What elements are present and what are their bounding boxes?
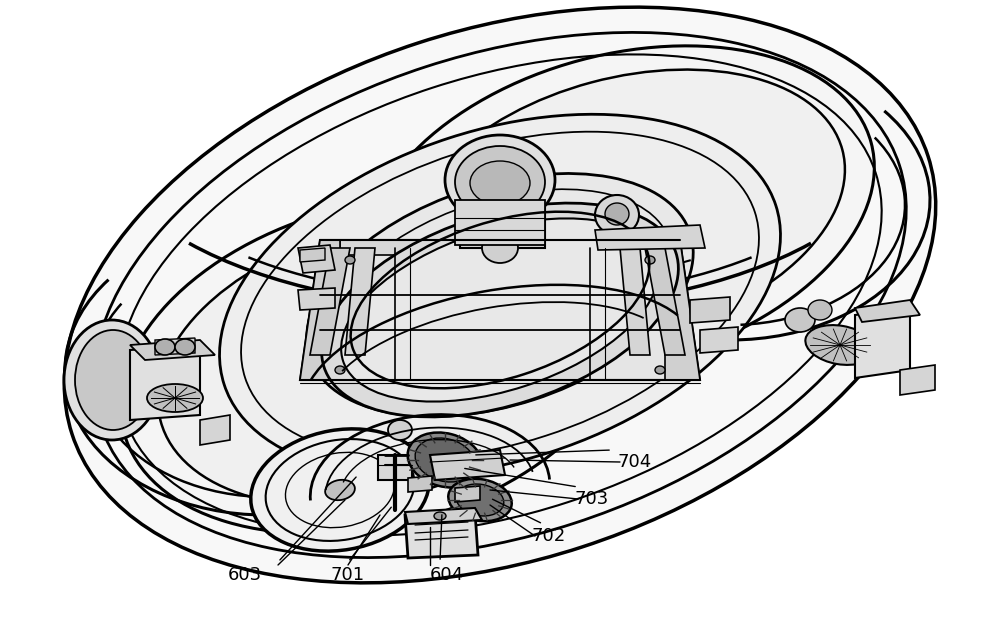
Ellipse shape <box>434 512 446 520</box>
Ellipse shape <box>456 484 504 516</box>
Ellipse shape <box>322 203 678 417</box>
Polygon shape <box>620 248 650 355</box>
Ellipse shape <box>120 197 630 533</box>
Ellipse shape <box>405 70 845 346</box>
Ellipse shape <box>455 146 545 218</box>
Polygon shape <box>298 288 335 310</box>
Polygon shape <box>855 300 920 322</box>
Polygon shape <box>455 486 480 502</box>
Text: 701: 701 <box>331 566 365 584</box>
Polygon shape <box>298 245 335 273</box>
Polygon shape <box>200 415 230 445</box>
Polygon shape <box>855 308 910 378</box>
Ellipse shape <box>220 114 780 476</box>
Polygon shape <box>300 248 325 262</box>
Text: 702: 702 <box>532 527 566 545</box>
Polygon shape <box>408 476 432 492</box>
Ellipse shape <box>448 478 512 521</box>
Polygon shape <box>595 225 705 250</box>
Polygon shape <box>155 338 195 355</box>
Polygon shape <box>378 455 412 480</box>
Ellipse shape <box>158 220 598 506</box>
Polygon shape <box>690 297 730 323</box>
Ellipse shape <box>307 174 693 417</box>
Polygon shape <box>900 365 935 395</box>
Ellipse shape <box>64 320 160 440</box>
Text: 704: 704 <box>618 453 652 471</box>
Ellipse shape <box>605 203 629 225</box>
Polygon shape <box>345 248 375 355</box>
Ellipse shape <box>445 135 555 225</box>
Ellipse shape <box>408 433 482 487</box>
Ellipse shape <box>595 195 639 235</box>
Ellipse shape <box>325 480 355 500</box>
Ellipse shape <box>147 384 203 412</box>
Ellipse shape <box>175 339 195 355</box>
Polygon shape <box>455 200 545 245</box>
Polygon shape <box>645 248 685 355</box>
Polygon shape <box>460 195 545 248</box>
Ellipse shape <box>655 366 665 374</box>
Text: 603: 603 <box>228 566 262 584</box>
Ellipse shape <box>415 438 475 482</box>
Ellipse shape <box>482 233 518 263</box>
Polygon shape <box>700 327 738 353</box>
Ellipse shape <box>366 46 874 374</box>
Ellipse shape <box>75 330 151 430</box>
Text: 703: 703 <box>575 490 609 508</box>
Ellipse shape <box>470 161 530 205</box>
Polygon shape <box>430 450 505 480</box>
Polygon shape <box>130 340 215 360</box>
Polygon shape <box>465 185 540 200</box>
Polygon shape <box>130 345 200 420</box>
Polygon shape <box>340 240 665 255</box>
Ellipse shape <box>805 325 875 365</box>
Ellipse shape <box>341 218 659 401</box>
Ellipse shape <box>345 256 355 264</box>
Text: 604: 604 <box>430 566 464 584</box>
Ellipse shape <box>808 300 832 320</box>
Ellipse shape <box>645 256 655 264</box>
Polygon shape <box>300 240 700 380</box>
Polygon shape <box>665 240 700 380</box>
Polygon shape <box>310 248 350 355</box>
Ellipse shape <box>251 429 429 551</box>
Ellipse shape <box>388 420 412 440</box>
Ellipse shape <box>785 308 815 332</box>
Polygon shape <box>405 508 482 524</box>
Polygon shape <box>405 512 478 558</box>
Ellipse shape <box>335 366 345 374</box>
Ellipse shape <box>155 339 175 355</box>
Polygon shape <box>300 240 340 380</box>
Ellipse shape <box>64 7 936 583</box>
